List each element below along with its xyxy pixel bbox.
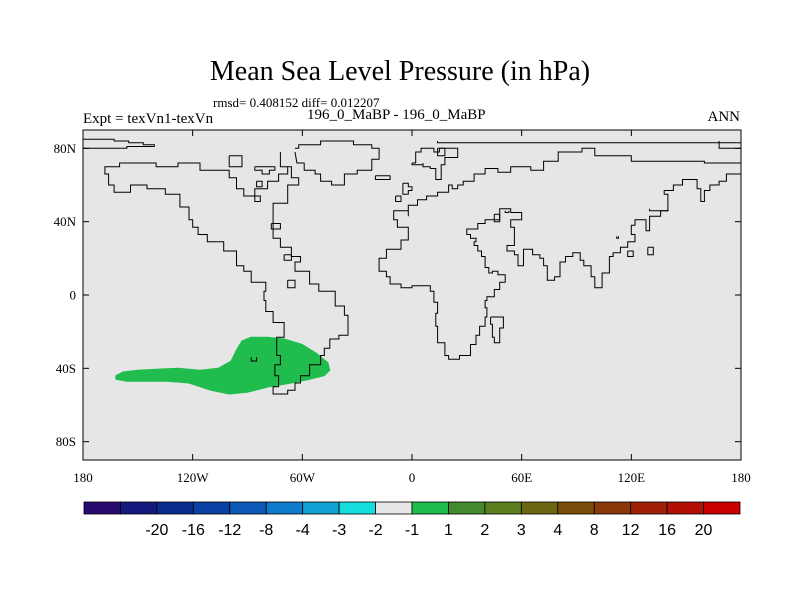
colorbar-swatch [156, 501, 194, 515]
colorbar-label: -12 [218, 522, 241, 539]
axis-ticks: 180 120W 60W 0 60E 120E 180 80N 40N 0 40S 80S [54, 130, 751, 485]
coastline-1 [228, 155, 243, 168]
colorbar-swatch [192, 501, 231, 515]
colorbar-label: -3 [332, 522, 346, 539]
colorbar: -20 -16 -12 -8 -4 -3 -2 -1 1 2 3 4 8 12 16 20 [83, 501, 741, 539]
stats-label: rmsd= 0.408152 diff= 0.012207 [213, 95, 380, 110]
colorbar-swatch [120, 501, 158, 515]
x-tick-label: 60E [511, 470, 532, 485]
y-tick-label: 80S [56, 434, 76, 449]
coastline-6 [294, 140, 380, 186]
coastline-18 [493, 213, 501, 223]
coastline-23 [647, 246, 654, 256]
colorbar-swatch [448, 501, 486, 515]
colorbar-swatch [703, 501, 741, 515]
coastline-24 [627, 250, 634, 257]
coastline-5 [104, 152, 349, 395]
y-tick-label: 80N [54, 141, 77, 156]
coastline-10 [374, 175, 391, 180]
colorbar-swatch [229, 501, 267, 515]
colorbar-label: -4 [296, 522, 310, 539]
coastline-4 [254, 195, 261, 202]
coastline-16 [378, 147, 742, 360]
colorbar-swatch [484, 501, 522, 515]
x-tick-label: 60W [290, 470, 316, 485]
colorbar-label: -16 [182, 522, 205, 539]
colorbar-label: -1 [405, 522, 419, 539]
coastline-2 [254, 166, 276, 175]
colorbar-label: -8 [259, 522, 273, 539]
colorbar-label: 2 [480, 522, 489, 539]
coastline-14 [437, 147, 446, 157]
coastline-20 [649, 208, 669, 212]
season-label: ANN [707, 109, 741, 125]
x-tick-label: 180 [731, 470, 751, 485]
colorbar-label: 20 [695, 522, 713, 539]
case-label: 196_0_MaBP - 196_0_MaBP [307, 107, 486, 123]
coastline-19 [504, 210, 510, 213]
colorbar-swatch [83, 501, 121, 515]
y-tick-label: 40S [56, 361, 76, 376]
colorbar-swatch [338, 501, 376, 515]
colorbar-swatch [593, 501, 632, 515]
x-tick-label: 120E [618, 470, 646, 485]
coastline-21 [616, 236, 619, 239]
chart-title: Mean Sea Level Pressure (in hPa) [209, 56, 591, 87]
y-tick-label: 0 [70, 288, 77, 303]
colorbar-label: 4 [553, 522, 562, 539]
coastline-7 [270, 223, 281, 230]
x-tick-label: 180 [73, 470, 93, 485]
colorbar-swatch [520, 501, 559, 515]
coastline-3 [256, 180, 263, 188]
colorbar-label: 8 [590, 522, 599, 539]
colorbar-swatch [265, 501, 304, 515]
x-tick-label: 120W [177, 470, 210, 485]
colorbar-swatch [666, 501, 704, 515]
colorbar-label: 3 [517, 522, 526, 539]
coastline-9 [287, 279, 296, 289]
colorbar-label: 16 [658, 522, 676, 539]
colorbar-swatch [302, 501, 340, 515]
experiment-label: Expt = texVn1-texVn [83, 111, 214, 127]
x-tick-label: 0 [409, 470, 416, 485]
colorbar-label: -2 [368, 522, 382, 539]
colorbar-label: -20 [145, 522, 168, 539]
colorbar-swatch [411, 501, 449, 515]
coastline-12 [402, 182, 413, 195]
map-background [83, 130, 741, 460]
coastline-0 [82, 137, 155, 149]
coastline-13 [395, 195, 402, 202]
colorbar-label: 12 [622, 522, 640, 539]
y-tick-label: 40N [54, 214, 77, 229]
coastline-11 [411, 147, 459, 180]
coastline-25 [250, 357, 258, 362]
coastline-layer [82, 137, 742, 395]
colorbar-swatch [375, 501, 413, 515]
colorbar-swatch [630, 501, 668, 515]
colorbar-label: 1 [444, 522, 453, 539]
coastline-8 [283, 254, 292, 261]
colorbar-swatch [557, 501, 595, 515]
coastline-17 [490, 316, 504, 344]
